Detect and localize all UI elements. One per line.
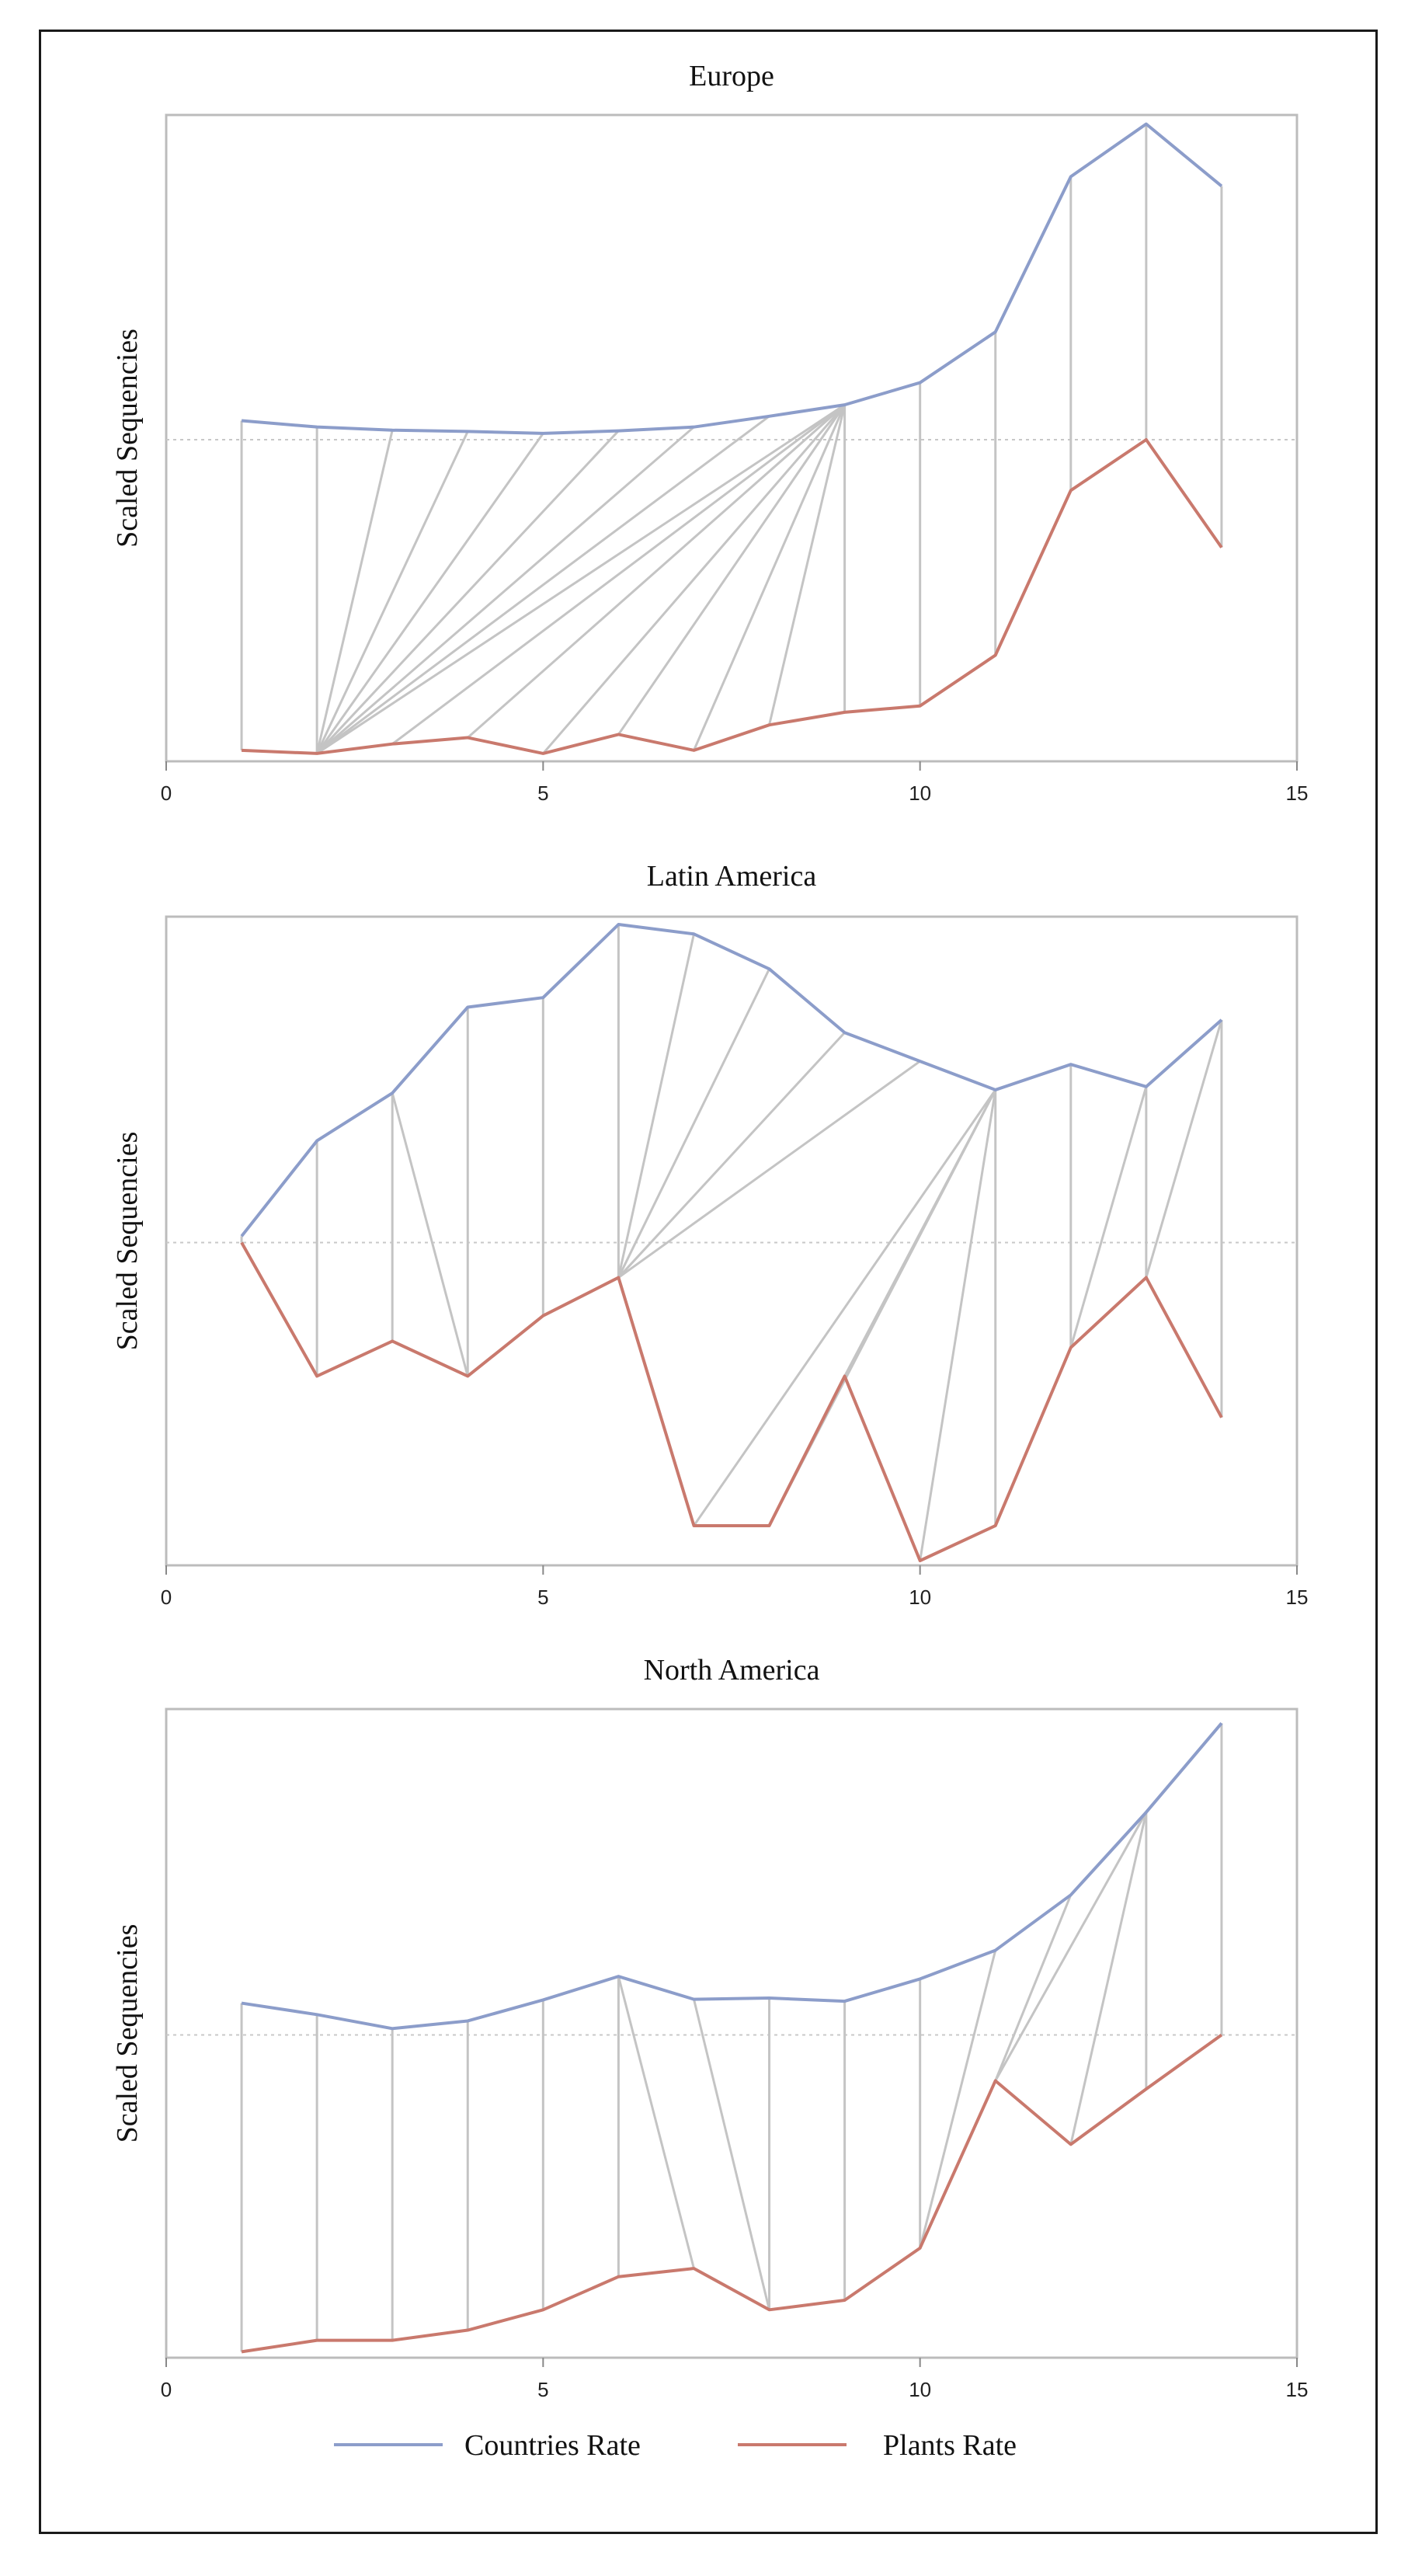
alignment-line bbox=[316, 415, 770, 755]
alignment-line bbox=[467, 403, 846, 739]
alignment-line bbox=[919, 1950, 997, 2249]
x-tick-label: 10 bbox=[909, 1586, 931, 1609]
legend-label: Plants Rate bbox=[883, 2429, 1017, 2462]
alignment-line bbox=[693, 1089, 996, 1526]
alignment-line bbox=[994, 1894, 1073, 2082]
alignment-line bbox=[315, 432, 544, 754]
legend: Countries Rate Plants Rate bbox=[334, 2429, 1017, 2462]
panel-1: Latin America Scaled Sequencies 0 5 10 15 bbox=[111, 860, 1308, 1609]
plants-rate-line bbox=[241, 438, 1223, 755]
alignment-line bbox=[617, 933, 695, 1278]
alignment-line bbox=[919, 1089, 997, 1561]
alignment-line bbox=[843, 1089, 997, 1377]
legend-label: Countries Rate bbox=[464, 2429, 641, 2462]
y-axis-label: Scaled Sequencies bbox=[111, 1924, 144, 2143]
alignment-line bbox=[391, 1092, 469, 1377]
alignment-line bbox=[315, 430, 469, 754]
alignment-line bbox=[693, 404, 846, 751]
x-tick-label: 10 bbox=[909, 2378, 931, 2401]
panel-0: Europe Scaled Sequencies 0 5 10 15 bbox=[111, 60, 1308, 805]
panel-title: North America bbox=[644, 1654, 820, 1687]
panel-2: North America Scaled Sequencies 0 5 10 15 bbox=[111, 1654, 1308, 2401]
alignment-line bbox=[315, 430, 394, 754]
y-axis-label: Scaled Sequencies bbox=[111, 1132, 144, 1351]
plot-area bbox=[165, 113, 1299, 763]
x-tick-label: 15 bbox=[1286, 2378, 1309, 2401]
plot-area bbox=[165, 1707, 1299, 2359]
x-tick-label: 15 bbox=[1286, 1586, 1309, 1609]
x-tick-label: 5 bbox=[537, 1586, 548, 1609]
alignment-line bbox=[316, 430, 620, 754]
plants-rate-line bbox=[241, 2033, 1223, 2354]
alignment-line bbox=[1069, 1086, 1148, 1349]
alignment-line bbox=[617, 1032, 846, 1279]
panel-title: Latin America bbox=[647, 860, 817, 893]
x-tick-label: 15 bbox=[1286, 782, 1309, 805]
alignment-line bbox=[391, 403, 846, 745]
countries-rate-line bbox=[240, 923, 1223, 1238]
plants-rate-line bbox=[240, 1241, 1223, 1562]
alignment-line bbox=[693, 1999, 770, 2310]
plot-area bbox=[165, 915, 1299, 1567]
alignment-line bbox=[542, 404, 846, 754]
alignment-line bbox=[768, 404, 847, 726]
panel-title: Europe bbox=[689, 60, 774, 92]
x-tick-label: 0 bbox=[161, 782, 172, 805]
alignment-line bbox=[617, 404, 846, 736]
alignment-line bbox=[617, 1060, 921, 1279]
countries-rate-line bbox=[241, 1721, 1223, 2031]
x-tick-label: 0 bbox=[161, 1586, 172, 1609]
alignment-line bbox=[617, 968, 770, 1279]
alignment-line bbox=[994, 1812, 1148, 2082]
y-axis-label: Scaled Sequencies bbox=[111, 329, 144, 548]
alignment-line bbox=[617, 1976, 695, 2269]
x-tick-label: 10 bbox=[909, 782, 931, 805]
alignment-line bbox=[316, 403, 846, 755]
alignment-line bbox=[316, 426, 695, 755]
x-tick-label: 5 bbox=[537, 782, 548, 805]
countries-rate-line bbox=[241, 122, 1223, 435]
alignment-line bbox=[1069, 1812, 1148, 2145]
x-tick-label: 0 bbox=[161, 2378, 172, 2401]
alignment-line bbox=[1145, 1019, 1223, 1278]
x-tick-label: 5 bbox=[537, 2378, 548, 2401]
